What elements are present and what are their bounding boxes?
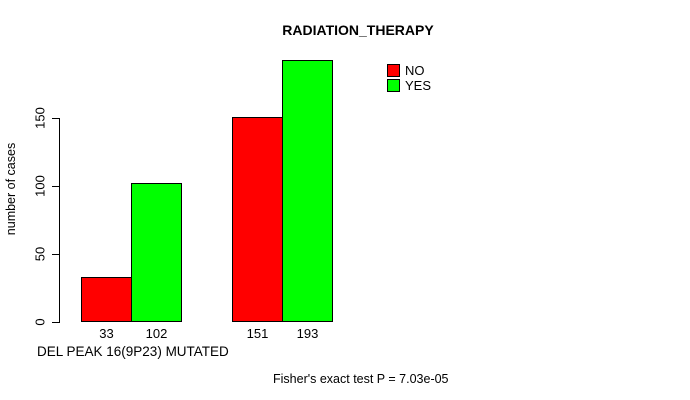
bar-value-label: 33 xyxy=(99,326,114,341)
bar-yes-group2 xyxy=(282,60,333,322)
y-axis-tick xyxy=(52,186,59,187)
y-axis-tick xyxy=(52,118,59,119)
legend-swatch-icon xyxy=(387,79,400,92)
legend-entry-no: NO xyxy=(387,63,431,78)
y-axis-tick-label: 0 xyxy=(32,318,48,326)
legend: NO YES xyxy=(387,63,431,93)
y-axis-tick-label: 50 xyxy=(32,246,48,262)
bar-value-label: 151 xyxy=(246,326,269,341)
legend-label: NO xyxy=(405,63,425,78)
legend-swatch-icon xyxy=(387,64,400,77)
x-axis-group-label: DEL PEAK 16(9P23) MUTATED xyxy=(37,344,229,359)
chart-title: RADIATION_THERAPY xyxy=(282,22,434,38)
y-axis-line xyxy=(59,118,60,323)
bar-no-group2 xyxy=(232,117,283,322)
y-axis-tick xyxy=(52,254,59,255)
legend-entry-yes: YES xyxy=(387,78,431,93)
bar-no-group1 xyxy=(81,277,132,322)
fisher-test-annotation: Fisher's exact test P = 7.03e-05 xyxy=(273,372,449,386)
bar-value-label: 193 xyxy=(296,326,319,341)
y-axis-tick-label: 100 xyxy=(32,175,48,197)
legend-label: YES xyxy=(405,78,432,93)
y-axis-tick xyxy=(52,322,59,323)
bar-yes-group1 xyxy=(131,183,182,322)
bar-value-label: 102 xyxy=(145,326,168,341)
y-axis-tick-label: 150 xyxy=(32,107,48,129)
